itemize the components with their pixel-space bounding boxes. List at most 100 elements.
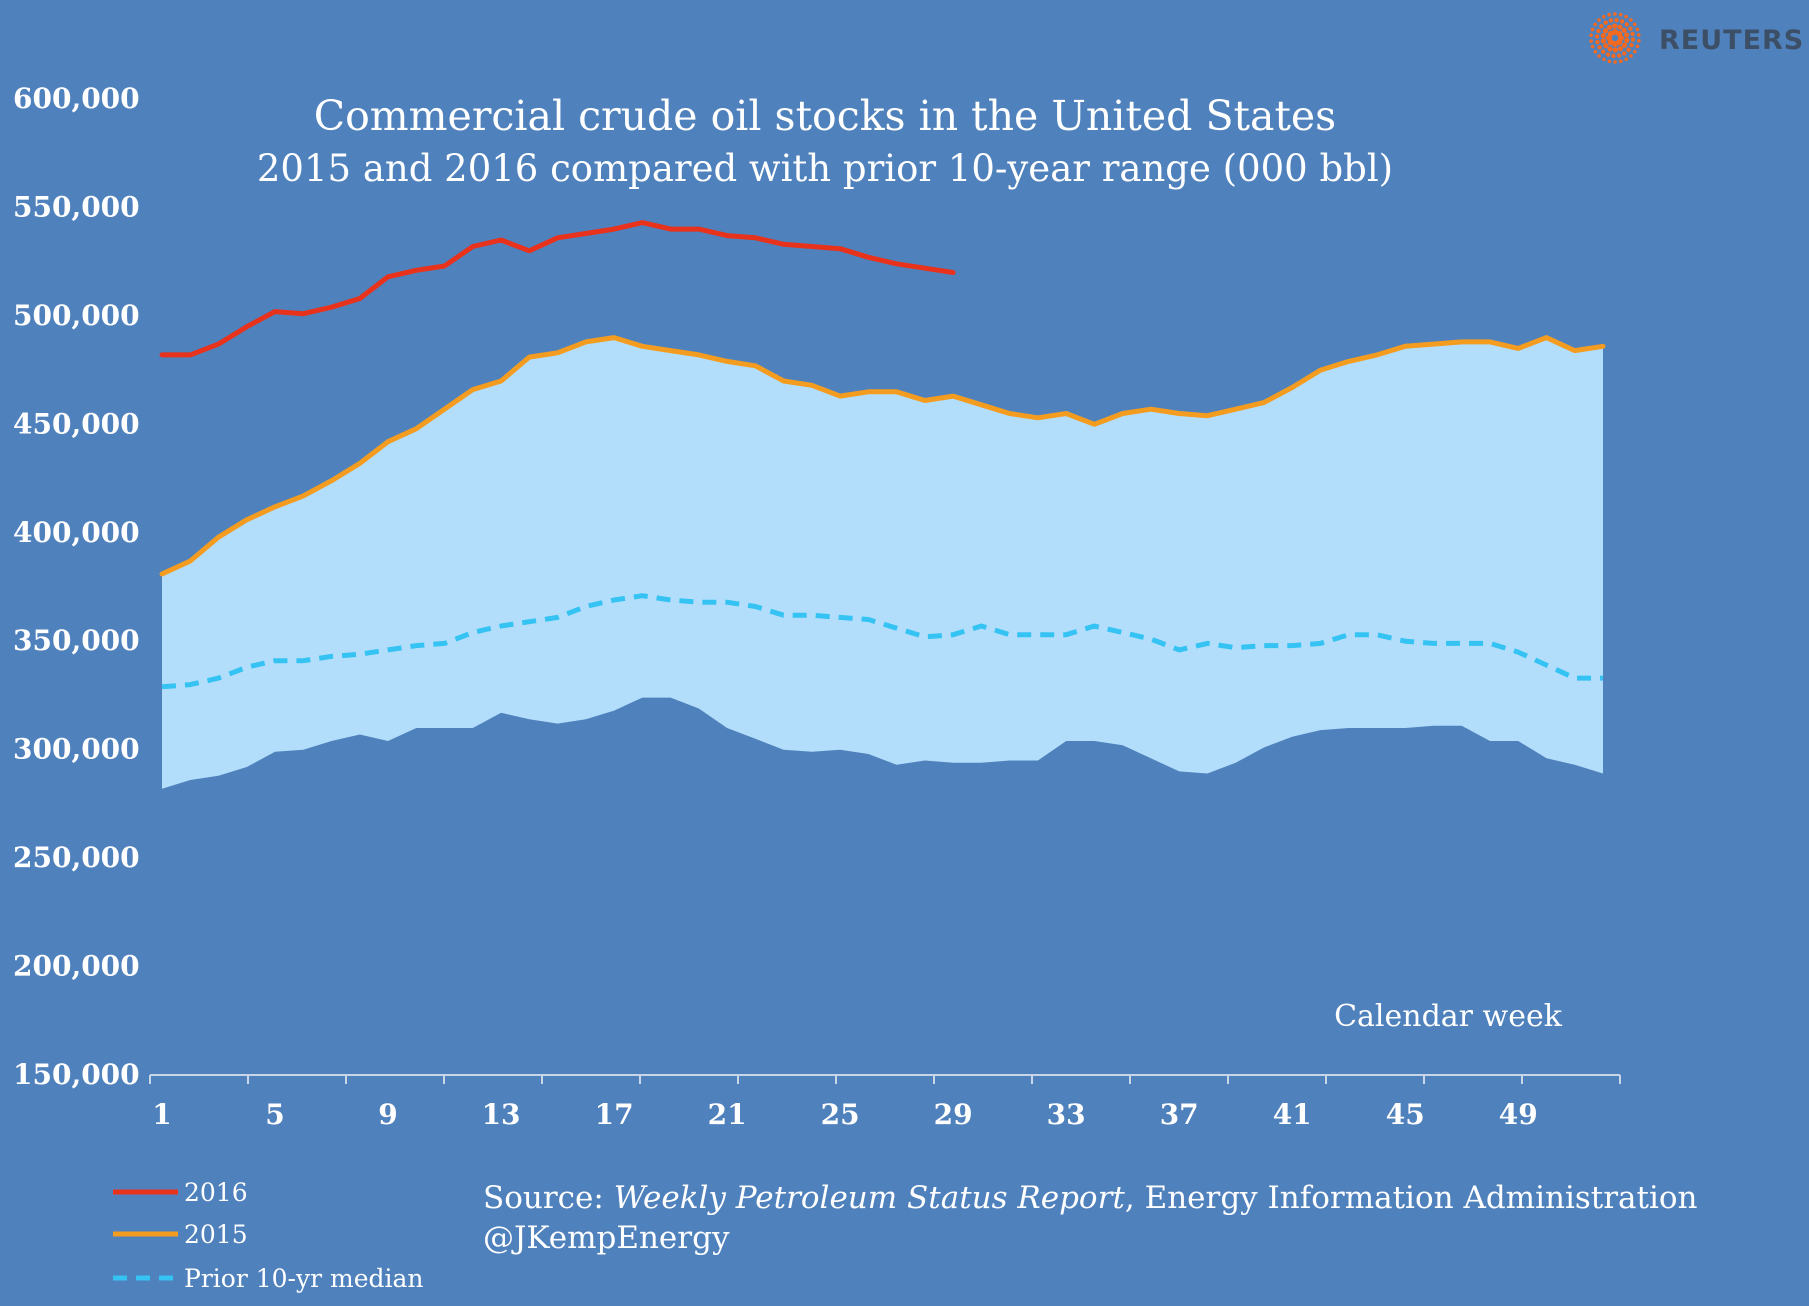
logo-dot [1597,54,1601,58]
logo-dot [1600,38,1606,44]
series-layer [159,220,1606,690]
logo-dot [1602,57,1606,62]
series-line-prior-10-yr-median [161,593,1603,690]
logo-dot [1601,14,1606,19]
logo-dot [1596,28,1601,34]
x-tick-label: 21 [708,1098,747,1131]
logo-dot [1621,27,1627,33]
logo-dot [1618,12,1623,17]
y-tick-label: 500,000 [13,299,140,332]
x-tick-label: 13 [482,1098,521,1131]
logo-dot [1616,53,1622,58]
y-tick-label: 400,000 [13,516,140,549]
legend-label-1: 2016 [184,1178,248,1207]
legend: 2016 2015 Prior 10-yr median [113,1178,424,1293]
logo-dot [1624,22,1629,27]
x-tick-label: 1 [152,1098,171,1131]
legend-label-3: Prior 10-yr median [184,1264,424,1293]
logo-dot [1612,23,1618,29]
x-tick-label: 5 [265,1098,284,1131]
logo-dot [1633,49,1637,54]
y-tick-label: 550,000 [13,190,140,223]
logo-dot [1603,20,1608,25]
range-band-area [162,337,1603,789]
logo-dot [1635,44,1640,49]
logo-dot [1626,47,1631,52]
x-tick-label: 25 [821,1098,860,1131]
logo-dot [1607,46,1613,52]
logo-dot [1589,39,1593,43]
logo-dot [1624,57,1629,62]
range-band-layer [162,337,1603,789]
logo-dot [1601,49,1606,54]
reuters-logo: REUTERS [1589,12,1804,64]
logo-dot [1616,30,1623,37]
logo-dot [1607,59,1612,64]
source-report-name: Weekly Petroleum Status Report [614,1180,1126,1216]
logo-dot [1607,12,1611,17]
logo-dot [1611,53,1616,59]
logo-dot [1590,27,1595,32]
logo-dot [1603,43,1609,49]
brand-name: REUTERS [1659,25,1804,56]
reuters-logo-icon [1589,12,1641,64]
logo-dot [1629,42,1634,48]
logo-dot [1608,18,1614,23]
logo-dot [1614,17,1619,23]
x-axis-label: Calendar week [1334,999,1563,1034]
series-line-2016 [159,220,956,358]
logo-dot [1599,24,1604,29]
logo-dot [1619,19,1625,24]
logo-dot [1613,12,1617,16]
logo-dot [1597,18,1601,22]
x-tick-label: 9 [378,1098,397,1131]
x-axis-labels: 1 5 9 13 17 21 25 29 33 37 41 45 49 [152,1098,1537,1131]
y-axis-labels: 150,000 200,000 250,000 300,000 350,000 400,0… [13,82,140,1091]
logo-dot [1629,54,1633,58]
logo-dot [1617,46,1624,52]
x-tick-label: 49 [1499,1098,1538,1131]
x-tick-label: 17 [595,1098,634,1131]
author-handle: @JKempEnergy [483,1220,730,1256]
logo-dot [1621,42,1628,48]
y-tick-label: 350,000 [13,624,140,657]
y-tick-label: 250,000 [13,841,140,874]
logo-dot [1606,24,1613,30]
logo-dot [1630,37,1636,42]
x-tick-label: 37 [1160,1098,1199,1131]
logo-dot [1624,37,1630,43]
chart-title: Commercial crude oil stocks in the Unite… [314,92,1336,140]
y-tick-label: 600,000 [13,82,140,115]
logo-dot [1617,24,1623,30]
chart-subtitle: 2015 and 2016 compared with prior 10-yea… [257,147,1393,190]
logo-dot [1594,34,1600,39]
logo-dot [1595,39,1600,45]
x-tick-label: 33 [1047,1098,1086,1131]
logo-dot [1635,27,1640,32]
logo-dot [1613,60,1617,64]
y-tick-label: 150,000 [13,1058,140,1091]
logo-dot [1612,47,1618,53]
legend-label-2: 2015 [184,1220,248,1249]
logo-dot [1605,52,1611,57]
series-line-2015 [159,335,1606,577]
logo-dot [1637,33,1641,37]
logo-dot [1628,26,1633,31]
y-tick-label: 450,000 [13,407,140,440]
logo-dot [1597,45,1602,50]
axis-layer [149,1074,1621,1084]
logo-dot [1619,59,1623,64]
source-agency: , Energy Information Administration [1125,1180,1698,1216]
logo-dot [1602,28,1609,34]
logo-dot [1589,33,1593,38]
logo-dot [1600,33,1606,39]
logo-dot [1593,49,1598,54]
logo-dot [1622,51,1627,56]
logo-dot [1624,14,1628,19]
x-tick-label: 41 [1273,1098,1312,1131]
logo-dot [1629,18,1633,22]
source-note: Source: Weekly Petroleum Status Report, … [483,1180,1698,1216]
logo-dot [1590,44,1595,49]
